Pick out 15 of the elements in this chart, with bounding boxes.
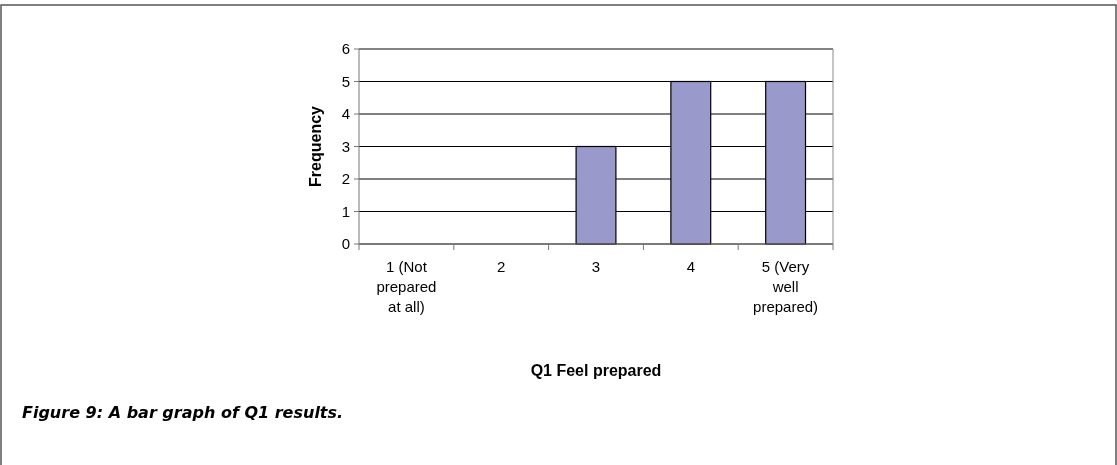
x-axis-title: Q1 Feel prepared [530,362,662,379]
x-tick-label: 5 (Very well prepared) [753,258,819,315]
caption: Figure 9: A bar graph of Q1 results. [22,403,344,422]
y-tick-label: 2 [341,170,350,188]
x-tick-label: 3 [591,258,601,275]
x-tick-label: 4 [686,258,695,275]
y-tick-label: 1 [341,202,350,220]
y-axis-title: Frequency [307,105,324,187]
y-tick-label: 4 [341,105,350,123]
y-tick-label: 3 [341,137,350,155]
x-tick-label: 2 [497,258,506,275]
y-tick-label: 5 [341,72,350,90]
y-tick-label: 0 [341,235,350,253]
x-tick-label: 1 (Not prepared at all) [376,258,437,315]
y-tick-label: 6 [341,40,350,58]
